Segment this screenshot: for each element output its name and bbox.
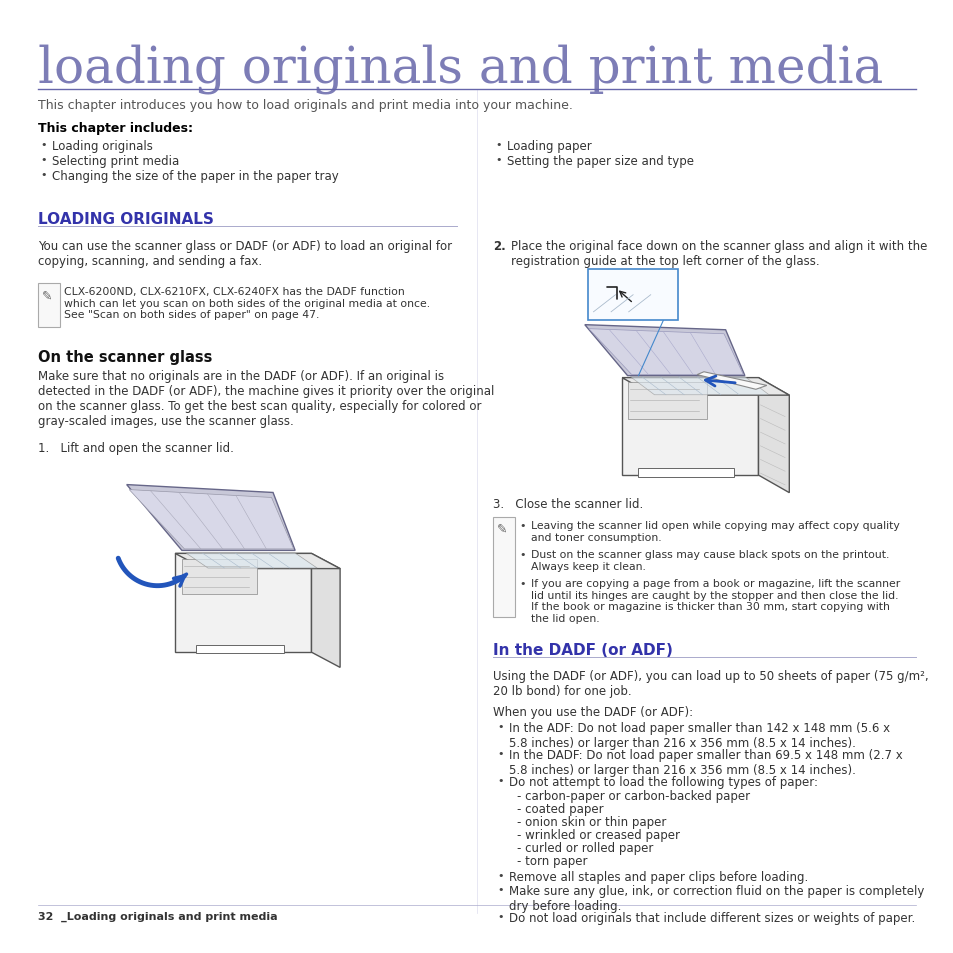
- Text: 2.: 2.: [493, 240, 505, 253]
- Text: Dust on the scanner glass may cause black spots on the printout.
Always keep it : Dust on the scanner glass may cause blac…: [531, 550, 888, 571]
- Text: •: •: [497, 775, 503, 785]
- Text: •: •: [518, 520, 525, 531]
- Text: 3.   Close the scanner lid.: 3. Close the scanner lid.: [493, 497, 642, 511]
- Text: •: •: [497, 884, 503, 894]
- Text: •: •: [497, 911, 503, 921]
- Text: •: •: [495, 140, 501, 150]
- Text: loading originals and print media: loading originals and print media: [38, 44, 882, 93]
- Text: Place the original face down on the scanner glass and align it with the
registra: Place the original face down on the scan…: [511, 240, 926, 268]
- Text: If you are copying a page from a book or magazine, lift the scanner
lid until it: If you are copying a page from a book or…: [531, 578, 900, 623]
- Polygon shape: [697, 373, 766, 390]
- Polygon shape: [312, 554, 339, 668]
- Polygon shape: [638, 469, 733, 477]
- FancyBboxPatch shape: [175, 554, 312, 653]
- Polygon shape: [588, 330, 742, 375]
- Text: - curled or rolled paper: - curled or rolled paper: [517, 841, 653, 854]
- Text: This chapter includes:: This chapter includes:: [38, 122, 193, 135]
- Text: Loading originals: Loading originals: [52, 140, 152, 152]
- Polygon shape: [195, 645, 284, 654]
- Text: •: •: [40, 170, 47, 180]
- Text: Changing the size of the paper in the paper tray: Changing the size of the paper in the pa…: [52, 170, 338, 183]
- Text: •: •: [497, 721, 503, 731]
- Text: •: •: [495, 154, 501, 165]
- Polygon shape: [186, 554, 316, 568]
- Text: In the DADF (or ADF): In the DADF (or ADF): [493, 642, 672, 658]
- Text: Remove all staples and paper clips before loading.: Remove all staples and paper clips befor…: [509, 870, 807, 883]
- Text: - torn paper: - torn paper: [517, 854, 587, 867]
- Text: •: •: [497, 748, 503, 759]
- Polygon shape: [630, 377, 768, 395]
- Text: 32  _Loading originals and print media: 32 _Loading originals and print media: [38, 911, 277, 922]
- FancyBboxPatch shape: [587, 270, 678, 321]
- Polygon shape: [758, 378, 788, 493]
- Text: Loading paper: Loading paper: [506, 140, 591, 152]
- Text: •: •: [518, 578, 525, 588]
- FancyBboxPatch shape: [621, 378, 758, 476]
- Text: •: •: [497, 870, 503, 880]
- Text: On the scanner glass: On the scanner glass: [38, 350, 213, 365]
- Text: •: •: [518, 550, 525, 559]
- Text: This chapter introduces you how to load originals and print media into your mach: This chapter introduces you how to load …: [38, 99, 572, 112]
- Text: Setting the paper size and type: Setting the paper size and type: [506, 154, 693, 168]
- Bar: [493, 517, 515, 618]
- Text: Leaving the scanner lid open while copying may affect copy quality
and toner con: Leaving the scanner lid open while copyi…: [531, 520, 899, 542]
- Polygon shape: [584, 325, 744, 376]
- Polygon shape: [127, 485, 294, 551]
- Text: Make sure any glue, ink, or correction fluid on the paper is completely
dry befo: Make sure any glue, ink, or correction f…: [509, 884, 923, 912]
- Text: In the DADF: Do not load paper smaller than 69.5 x 148 mm (2.7 x
5.8 inches) or : In the DADF: Do not load paper smaller t…: [509, 748, 902, 776]
- Text: - coated paper: - coated paper: [517, 802, 603, 815]
- Text: •: •: [40, 140, 47, 150]
- Polygon shape: [621, 378, 788, 395]
- Text: Do not load originals that include different sizes or weights of paper.: Do not load originals that include diffe…: [509, 911, 914, 924]
- Text: Do not attempt to load the following types of paper:: Do not attempt to load the following typ…: [509, 775, 817, 788]
- Bar: [38, 284, 60, 328]
- Text: Using the DADF (or ADF), you can load up to 50 sheets of paper (75 g/m²,
20 lb b: Using the DADF (or ADF), you can load up…: [493, 669, 927, 698]
- Polygon shape: [175, 554, 339, 569]
- Text: CLX-6200ND, CLX-6210FX, CLX-6240FX has the DADF function
which can let you scan : CLX-6200ND, CLX-6210FX, CLX-6240FX has t…: [64, 287, 430, 320]
- Bar: [627, 382, 706, 419]
- Text: - onion skin or thin paper: - onion skin or thin paper: [517, 815, 666, 828]
- Text: In the ADF: Do not load paper smaller than 142 x 148 mm (5.6 x
5.8 inches) or la: In the ADF: Do not load paper smaller th…: [509, 721, 889, 749]
- Text: 1.   Lift and open the scanner lid.: 1. Lift and open the scanner lid.: [38, 441, 233, 455]
- Text: Make sure that no originals are in the DADF (or ADF). If an original is
detected: Make sure that no originals are in the D…: [38, 370, 494, 428]
- Text: ✎: ✎: [497, 522, 507, 536]
- Text: When you use the DADF (or ADF):: When you use the DADF (or ADF):: [493, 705, 693, 719]
- Text: - carbon-paper or carbon-backed paper: - carbon-paper or carbon-backed paper: [517, 789, 749, 802]
- Text: Selecting print media: Selecting print media: [52, 154, 179, 168]
- Polygon shape: [129, 490, 294, 549]
- Bar: [182, 560, 256, 595]
- Text: You can use the scanner glass or DADF (or ADF) to load an original for
copying, : You can use the scanner glass or DADF (o…: [38, 240, 452, 268]
- Text: LOADING ORIGINALS: LOADING ORIGINALS: [38, 212, 213, 227]
- Text: •: •: [40, 154, 47, 165]
- Text: ✎: ✎: [42, 290, 52, 303]
- Text: - wrinkled or creased paper: - wrinkled or creased paper: [517, 828, 679, 841]
